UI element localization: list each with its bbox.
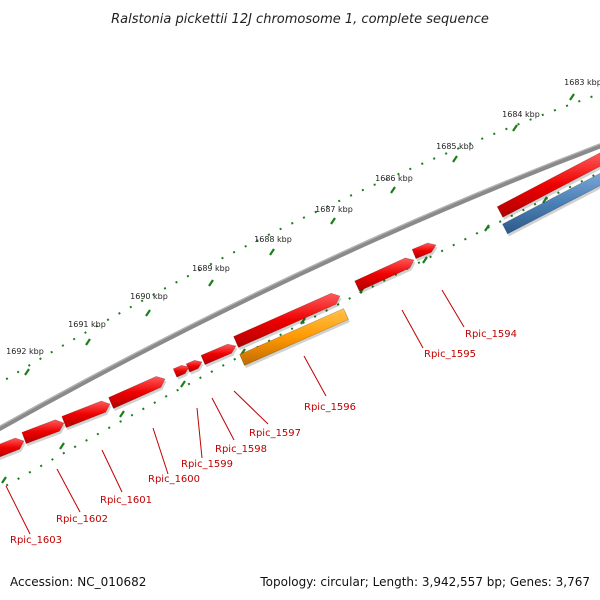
kbp-tick-mark [512,124,518,132]
gene-leader-line [5,485,31,535]
gene-label-rpic_1601[interactable]: Rpic_1601 [100,495,152,506]
gene-label-rpic_1598[interactable]: Rpic_1598 [215,444,267,455]
kbp-tick-label: 1688 kbp [254,235,292,244]
gene-arrow-rpic_1600[interactable] [172,364,190,378]
kbp-tick-label: 1686 kbp [375,174,413,183]
inner-tick-mark [542,196,548,204]
gene-arrow-rpic_1594[interactable] [411,242,437,259]
kbp-tick-group: 1683 kbp 1684 kbp 1685 kbp 1686 kbp 1687 kbp… [6,78,600,376]
gene-arrow-rpic_1602[interactable] [61,400,111,428]
kbp-tick-label: 1690 kbp [130,292,168,301]
chromosome-backbone [0,143,600,432]
gene-leader-line [441,289,465,328]
inner-tick-mark [119,410,125,418]
gene-arrow-rpic_1597[interactable] [233,292,341,348]
gene-arrow-1593[interactable] [496,152,600,218]
gene-arrow-rpic_1599[interactable] [185,359,203,373]
gene-label-rpic_1603[interactable]: Rpic_1603 [10,535,62,546]
gene-leader-line [196,407,203,459]
inner-tick-mark [422,256,428,264]
kbp-tick-label: 1689 kbp [192,264,230,273]
gene-leader-line [233,390,269,425]
gene-label-group: Rpic_1594 Rpic_1595 Rpic_1596 Rpic_1597 Rpic… [10,329,517,546]
kbp-tick-label: 1683 kbp [564,78,600,87]
kbp-tick-label: 1684 kbp [502,110,540,119]
map-title: Ralstonia pickettii 12J chromosome 1, co… [111,12,489,27]
outer-ruler [0,92,600,385]
gene-leader-line [303,355,327,397]
kbp-tick-mark [85,338,91,346]
inner-tick-mark [1,476,7,484]
kbp-tick-mark [390,186,396,194]
gene-arrow-rpic_1601[interactable] [108,376,166,409]
gene-arrow-rpic_1595[interactable] [354,257,415,292]
gene-group [0,152,600,460]
gene-label-rpic_1602[interactable]: Rpic_1602 [56,514,108,525]
gene-arrow-left-edge[interactable] [0,437,25,458]
gene-arrow-rpic_1603[interactable] [21,419,65,444]
gene-leader-group [5,289,465,535]
gene-leader-line [56,468,81,513]
chromosome-backbone-highlight [0,143,600,427]
kbp-tick-mark [145,309,151,317]
gene-label-rpic_1595[interactable]: Rpic_1595 [424,349,476,360]
inner-tick-mark [484,224,490,232]
kbp-tick-mark [569,93,575,101]
accession-text: Accession: NC_010682 [10,575,146,589]
kbp-tick-label: 1685 kbp [436,142,474,151]
kbp-tick-label: 1692 kbp [6,347,44,356]
gene-label-rpic_1600[interactable]: Rpic_1600 [148,474,200,485]
kbp-tick-mark [208,279,214,287]
gene-arrow-rpic_1596[interactable] [239,308,349,366]
inner-tick-mark [300,317,306,325]
gene-arrow-reverse[interactable] [502,173,600,235]
gene-label-rpic_1599[interactable]: Rpic_1599 [181,459,233,470]
kbp-tick-mark [330,217,336,225]
kbp-tick-mark [269,248,275,256]
gene-label-rpic_1597[interactable]: Rpic_1597 [249,428,301,439]
gene-arrow-rpic_1598[interactable] [200,343,237,365]
kbp-tick-mark [452,155,458,163]
inner-tick-mark [59,442,65,450]
inner-tick-mark [180,380,186,388]
kbp-tick-label: 1691 kbp [68,320,106,329]
gene-leader-line [211,397,235,441]
gene-leader-line [401,309,424,349]
topology-text: Topology: circular; Length: 3,942,557 bp… [259,575,590,589]
kbp-tick-mark [24,368,30,376]
gene-label-rpic_1596[interactable]: Rpic_1596 [304,402,356,413]
gene-leader-line [152,427,169,475]
gene-leader-line [101,449,123,493]
gene-label-rpic_1594[interactable]: Rpic_1594 [465,329,517,340]
kbp-tick-label: 1687 kbp [315,205,353,214]
